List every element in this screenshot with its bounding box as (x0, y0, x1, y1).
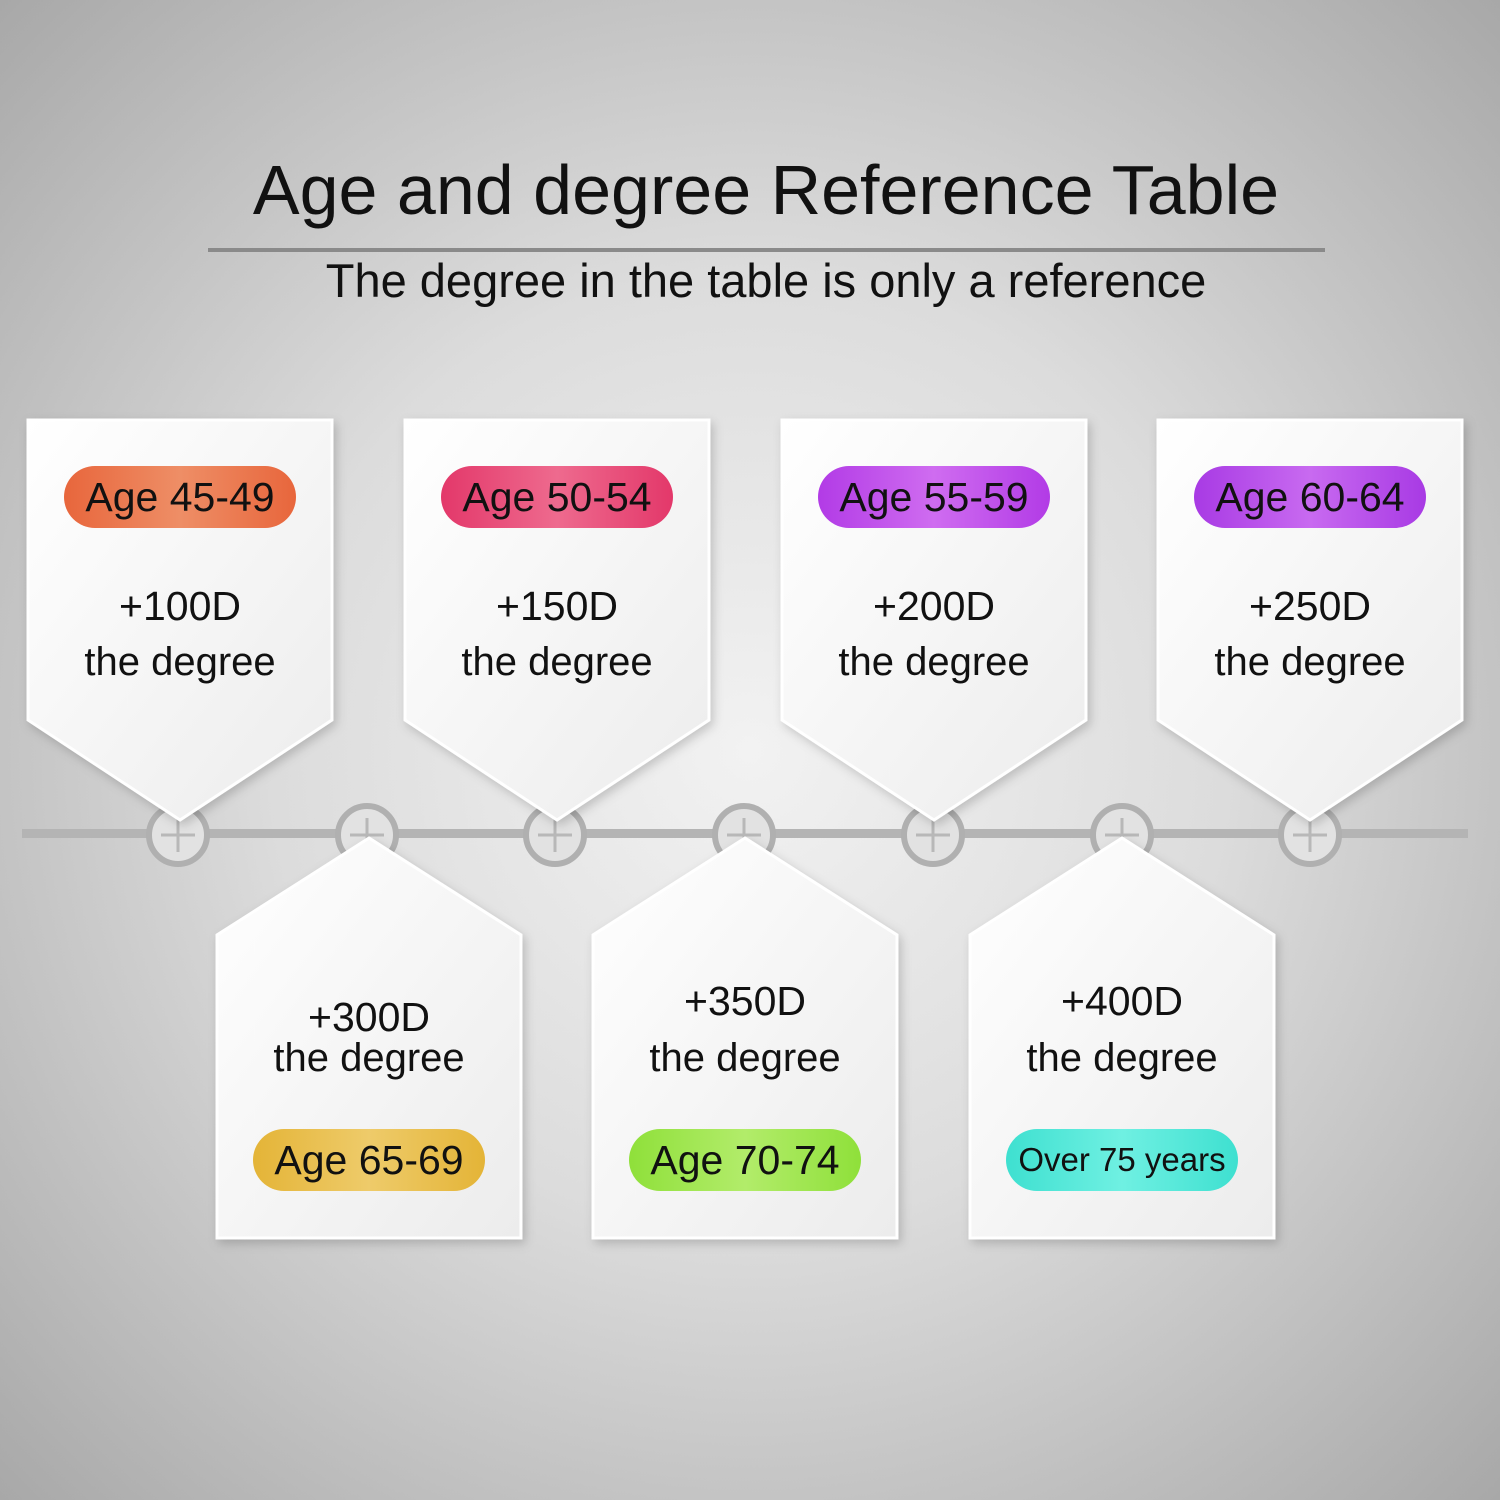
degree-label: the degree (649, 1036, 841, 1080)
title-divider (208, 248, 1325, 252)
age-badge: Age 45-49 (64, 466, 296, 528)
degree-value: +200D (873, 583, 995, 629)
degree-label: the degree (1026, 1036, 1218, 1080)
age-badge: Age 65-69 (253, 1129, 485, 1191)
timeline-node-crosshair-icon (523, 803, 587, 867)
page-title: Age and degree Reference Table (252, 151, 1280, 229)
age-badge: Over 75 years (1006, 1129, 1238, 1191)
degree-value: +400D (1061, 978, 1183, 1024)
degree-label: the degree (84, 640, 276, 684)
degree-label: the degree (273, 1036, 465, 1080)
timeline-node-crosshair-icon (146, 803, 210, 867)
degree-label: the degree (1214, 640, 1406, 684)
degree-value: +350D (684, 978, 806, 1024)
age-badge: Age 60-64 (1194, 466, 1426, 528)
degree-label: the degree (461, 640, 653, 684)
age-badge: Age 55-59 (818, 466, 1050, 528)
degree-value: +250D (1249, 583, 1371, 629)
degree-label: the degree (838, 640, 1030, 684)
degree-value: +100D (119, 583, 241, 629)
degree-value: +300D (308, 994, 430, 1040)
age-badge: Age 50-54 (441, 466, 673, 528)
age-badge: Age 70-74 (629, 1129, 861, 1191)
timeline-node-crosshair-icon (901, 803, 965, 867)
degree-value: +150D (496, 583, 618, 629)
page-subtitle: The degree in the table is only a refere… (325, 254, 1207, 307)
